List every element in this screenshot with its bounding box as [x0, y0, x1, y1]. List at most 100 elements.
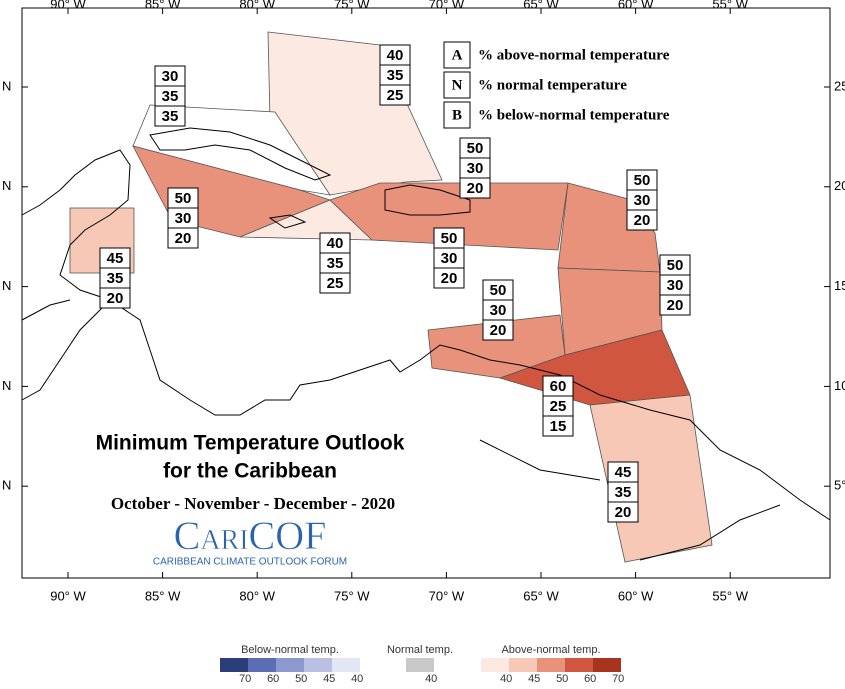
colorbar-tick: 50 [556, 673, 568, 684]
colorbar-tick: 40 [351, 673, 363, 684]
coastline [384, 184, 471, 216]
longitude-label: 85° W [145, 0, 181, 11]
latitude-label: N [2, 478, 11, 493]
probability-cell [433, 267, 465, 289]
longitude-label: 75° W [334, 0, 370, 11]
probability-value: 40 [327, 235, 344, 252]
probability-value: 20 [175, 230, 192, 247]
latitude-label: 25 [834, 78, 845, 93]
key-cell [443, 101, 471, 129]
longitude-label: 70° W [429, 588, 465, 603]
logo: CariCOF [174, 513, 327, 558]
probability-value: 50 [467, 140, 484, 157]
coastline [268, 214, 307, 229]
key-letter: A [452, 47, 463, 63]
probability-boxes: 30 35 35 40 35 25 50 30 20 50 30 20 40 35 25 50 30 20 50 30… [99, 44, 691, 523]
longitude-label: 90° W [50, 0, 86, 11]
period: October - November - December - 2020 [111, 494, 395, 513]
probability-value: 50 [441, 230, 458, 247]
probability-value: 50 [175, 190, 192, 207]
colorbar-tick: 45 [528, 673, 540, 684]
longitude-label: 70° W [429, 0, 465, 11]
probability-value: 15 [550, 418, 567, 435]
probability-value: 30 [175, 210, 192, 227]
probability-value: 20 [615, 504, 632, 521]
probability-value: 35 [107, 270, 124, 287]
colorbar-tick: 40 [425, 673, 437, 684]
probability-cell [99, 287, 131, 309]
colorbar-tick: 50 [295, 673, 307, 684]
latitude-label: 5° [834, 478, 845, 493]
probability-value: 30 [634, 192, 651, 209]
probability-value: 45 [615, 464, 632, 481]
longitude-label: 55° W [712, 588, 748, 603]
probability-value: 45 [107, 250, 124, 267]
colorbar-swatch [593, 658, 621, 672]
latitude-label: N [2, 78, 11, 93]
colorbar-swatch [276, 658, 304, 672]
key-cell [443, 71, 471, 99]
logo-subtitle: CARIBBEAN CLIMATE OUTLOOK FORUM [153, 557, 347, 568]
probability-cell [459, 177, 491, 199]
colorbar-label: Normal temp. [387, 644, 453, 656]
probability-value: 20 [667, 297, 684, 314]
probability-value: 30 [441, 250, 458, 267]
colorbar-swatch [481, 658, 509, 672]
colorbar-tick: 60 [267, 673, 279, 684]
probability-value: 35 [615, 484, 632, 501]
longitude-label: 75° W [334, 588, 370, 603]
longitude-label: 55° W [712, 0, 748, 11]
colorbar-swatch [248, 658, 276, 672]
probability-value: 30 [467, 160, 484, 177]
latitude-label: 15 [834, 278, 845, 293]
key-label: % normal temperature [478, 77, 627, 93]
region [329, 182, 569, 251]
longitude-label: 85° W [145, 588, 181, 603]
probability-value: 20 [467, 180, 484, 197]
colorbar-label: Above-normal temp. [501, 644, 600, 656]
coastline [21, 299, 111, 401]
probability-value: 50 [667, 257, 684, 274]
probability-value: 35 [327, 255, 344, 272]
colorbar-swatch [220, 658, 248, 672]
probability-value: 20 [107, 290, 124, 307]
probability-value: 25 [387, 87, 404, 104]
probability-value: 35 [387, 67, 404, 84]
probability-cell [626, 209, 658, 231]
colorbar-swatch [406, 658, 434, 672]
probability-cell [607, 501, 639, 523]
coastline [149, 127, 332, 181]
latitude-label: N [2, 378, 11, 393]
coastline [21, 149, 831, 521]
map-frame [21, 7, 831, 579]
probability-value: 25 [327, 275, 344, 292]
latitude-label: N [2, 278, 11, 293]
probability-value: 20 [490, 322, 507, 339]
probability-cell [154, 105, 186, 127]
colorbar-swatch [565, 658, 593, 672]
colorbar-tick: 70 [239, 673, 251, 684]
probability-value: 50 [634, 172, 651, 189]
graticule-labels: 90° W 90° W 85° W 85° W 80° W 80° W 75° W 75° W… [2, 0, 845, 603]
title-line: Minimum Temperature Outlook [96, 432, 405, 455]
probability-cell [379, 84, 411, 106]
probability-value: 30 [162, 68, 179, 85]
probability-value: 20 [634, 212, 651, 229]
longitude-label: 65° W [523, 588, 559, 603]
longitude-label: 90° W [50, 588, 86, 603]
key-cell [443, 41, 471, 69]
probability-value: 30 [667, 277, 684, 294]
colorbar-label: Below-normal temp. [241, 644, 339, 656]
probability-cell [482, 319, 514, 341]
colorbar-tick: 45 [323, 673, 335, 684]
probability-cell [542, 415, 574, 437]
colorbar: Below-normal temp. 70 60 50 45 40 Normal temp.… [220, 644, 624, 685]
coastlines [21, 127, 831, 561]
probability-cell [319, 272, 351, 294]
probability-value: 35 [162, 88, 179, 105]
colorbar-tick: 40 [500, 673, 512, 684]
probability-value: 50 [490, 282, 507, 299]
key-label: % above-normal temperature [478, 47, 670, 63]
probability-value: 35 [162, 108, 179, 125]
region [132, 104, 331, 196]
